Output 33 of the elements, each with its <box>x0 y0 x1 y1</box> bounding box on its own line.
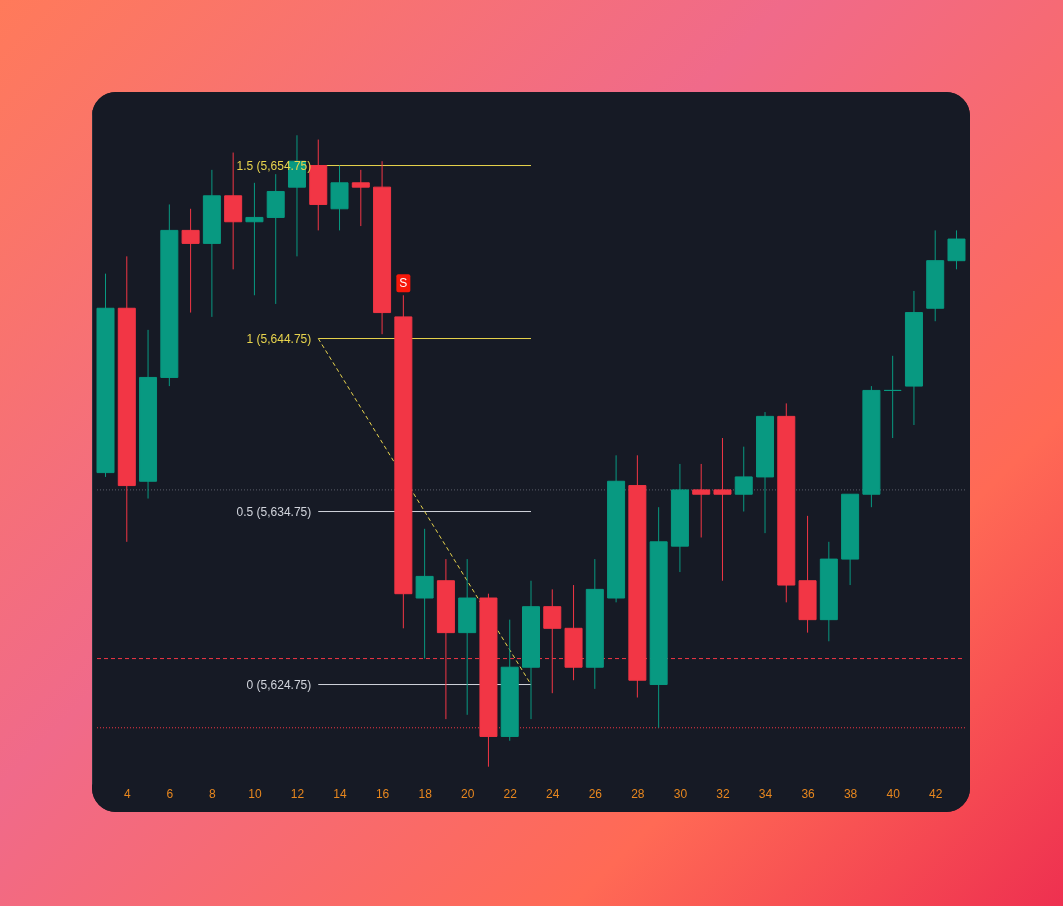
ref-line-label: 0.5 (5,634.75) <box>236 504 312 519</box>
annotation: S <box>399 276 408 291</box>
x-tick-label: 26 <box>588 786 603 801</box>
x-tick-label: 34 <box>758 786 773 801</box>
x-tick-label: 6 <box>166 786 174 801</box>
candlestick <box>351 169 370 227</box>
candlestick <box>415 528 434 660</box>
x-tick-label: 18 <box>418 786 433 801</box>
x-tick-label: 32 <box>716 786 730 801</box>
x-tick-label: 30 <box>673 786 688 801</box>
candlestick <box>883 355 902 439</box>
x-tick-label: 38 <box>843 786 858 801</box>
x-tick-label: 22 <box>503 786 518 801</box>
x-tick-label: 28 <box>631 786 645 801</box>
candlestick <box>947 229 966 270</box>
x-tick-label: 36 <box>801 786 816 801</box>
x-tick-label: 4 <box>123 786 131 801</box>
x-tick-label: 12 <box>290 786 305 801</box>
candlestick <box>245 182 264 296</box>
x-tick-label: 24 <box>546 786 560 801</box>
ref-line-label: 1 (5,644.75) <box>246 331 312 346</box>
x-tick-label: 42 <box>929 786 943 801</box>
x-tick-label: 40 <box>886 786 901 801</box>
ref-line-label: 0 (5,624.75) <box>246 677 312 692</box>
x-tick-label: 14 <box>333 786 348 801</box>
x-tick-label: 16 <box>375 786 390 801</box>
x-tick-label: 20 <box>461 786 475 801</box>
x-tick-label: 8 <box>209 786 217 801</box>
candlestick <box>181 208 200 314</box>
x-tick-label: 10 <box>248 786 262 801</box>
candlestick <box>713 437 732 582</box>
candlestick <box>692 463 711 538</box>
candlestick <box>734 446 753 513</box>
